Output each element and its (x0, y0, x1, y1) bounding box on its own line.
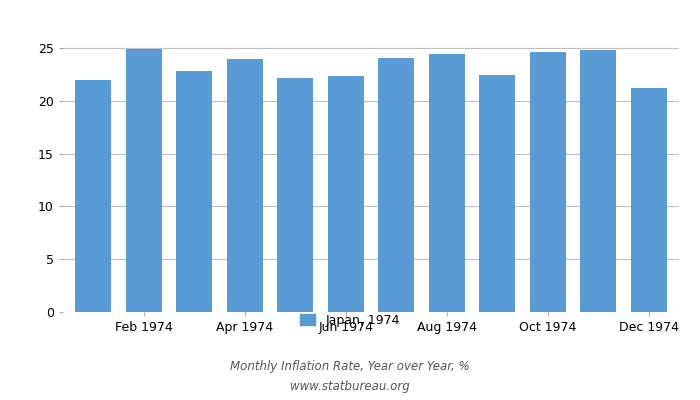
Bar (176, 71, 213, 312)
Bar (428, 54, 465, 312)
Bar (125, 49, 162, 312)
Bar (580, 50, 617, 312)
Legend: Japan, 1974: Japan, 1974 (295, 309, 405, 332)
Text: Monthly Inflation Rate, Year over Year, %: Monthly Inflation Rate, Year over Year, … (230, 360, 470, 373)
Bar (328, 76, 364, 312)
Bar (227, 60, 263, 312)
Bar (378, 58, 414, 312)
Bar (75, 80, 111, 312)
Bar (479, 75, 515, 312)
Bar (277, 78, 314, 312)
Bar (631, 88, 667, 312)
Bar (529, 52, 566, 312)
Text: www.statbureau.org: www.statbureau.org (290, 380, 410, 393)
